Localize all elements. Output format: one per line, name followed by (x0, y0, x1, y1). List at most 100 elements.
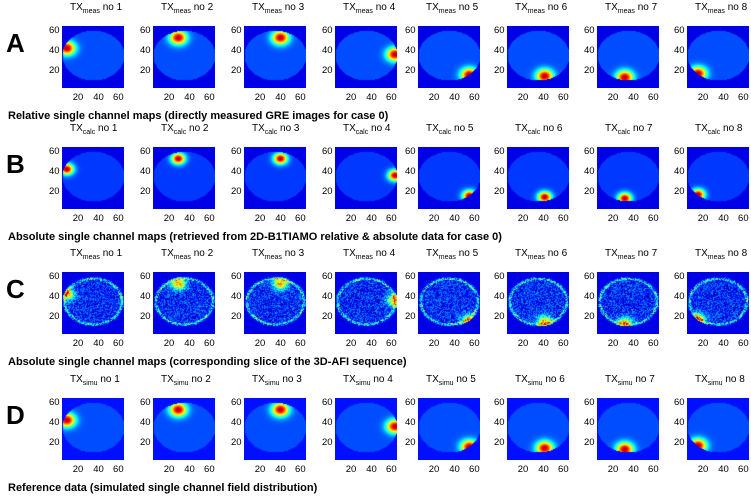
panel-title-subscript: meas (355, 254, 373, 261)
panel-title-subscript: simu (707, 380, 723, 387)
panel-title-number: 1 (116, 248, 123, 259)
panel-title-no: no (545, 374, 557, 385)
x-tick-label: 40 (366, 338, 377, 349)
y-tick-label: 60 (231, 24, 242, 36)
panel-title-no: no (727, 2, 739, 13)
x-tick-label: 60 (469, 338, 480, 349)
x-tick-label: 40 (93, 464, 104, 475)
panel-title-subscript: simu (527, 380, 543, 387)
panel-title-prefix: TX (252, 374, 265, 385)
y-tick-label: 20 (322, 310, 333, 322)
x-tick-label: 60 (738, 338, 749, 349)
x-tick-label: 40 (366, 92, 377, 103)
heat-map-d-2 (153, 398, 215, 460)
y-tick-label: 40 (322, 45, 333, 57)
panel-title-no: no (727, 248, 739, 259)
x-tick-label: 20 (345, 338, 357, 349)
x-tick-label: 20 (607, 464, 619, 475)
y-tick-label: 60 (674, 145, 685, 157)
y-tick-label: 40 (405, 45, 416, 57)
panel-title-subscript: calc (617, 129, 631, 136)
panel-title-number: 3 (298, 248, 305, 259)
x-tick-label: 40 (184, 338, 195, 349)
y-tick-label: 60 (322, 145, 333, 157)
x-tick-label: 20 (254, 338, 266, 349)
panel-title: TXmeas no 2 (161, 248, 213, 261)
heat-map-a-5 (418, 26, 480, 88)
heat-map-d-7 (597, 398, 659, 460)
y-tick-label: 60 (140, 24, 151, 36)
x-tick-label: 40 (449, 464, 460, 475)
panel-title-no: no (725, 374, 737, 385)
panel-title: TXcalc no 7 (605, 123, 652, 136)
heat-map-c-7 (597, 272, 659, 334)
x-tick-label: 20 (428, 213, 440, 224)
y-tick-label: 60 (584, 396, 595, 408)
panel-title-prefix: TX (70, 248, 83, 259)
panel-title: TXcalc no 2 (161, 123, 208, 136)
y-tick-label: 20 (584, 436, 595, 448)
panel-title-number: 8 (739, 374, 745, 385)
heat-map-d-3 (244, 398, 306, 460)
panel-title-number: 4 (387, 374, 393, 385)
panel-title-no: no (98, 123, 110, 134)
panel-title-prefix: TX (252, 248, 265, 259)
heat-map-d-4 (335, 398, 397, 460)
x-tick-label: 60 (113, 464, 124, 475)
y-tick-label: 20 (674, 185, 685, 197)
panel-title-subscript: calc (264, 129, 278, 136)
panel-title-subscript: simu (82, 380, 98, 387)
row-label-b: B (6, 149, 25, 179)
x-tick-label: 40 (718, 338, 729, 349)
row-caption: Relative single channel maps (directly m… (8, 110, 389, 122)
panel-title: TXmeas no 5 (426, 2, 478, 15)
x-tick-label: 20 (517, 464, 529, 475)
heat-map-c-8 (687, 272, 749, 334)
x-tick-label: 60 (648, 464, 659, 475)
x-tick-label: 20 (345, 464, 357, 475)
y-tick-label: 40 (49, 45, 60, 57)
x-tick-label: 60 (386, 464, 397, 475)
y-tick-label: 20 (494, 436, 505, 448)
y-tick-label: 20 (405, 436, 416, 448)
x-tick-label: 60 (738, 92, 749, 103)
panel-title-no: no (637, 248, 649, 259)
y-tick-label: 60 (49, 24, 60, 36)
panel-title-prefix: TX (515, 248, 528, 259)
panel-title-subscript: meas (438, 8, 456, 15)
x-tick-label: 60 (113, 92, 124, 103)
heat-map-d-5 (418, 398, 480, 460)
x-tick-label: 40 (628, 92, 639, 103)
panel-title-no: no (284, 2, 296, 13)
panel-title-subscript: calc (173, 129, 187, 136)
panel-title: TXmeas no 2 (161, 2, 213, 15)
heat-map-b-7 (597, 147, 659, 209)
y-tick-label: 40 (322, 166, 333, 178)
panel-title: TXmeas no 3 (252, 2, 304, 15)
x-tick-label: 60 (295, 464, 306, 475)
y-tick-label: 60 (231, 145, 242, 157)
panel-title-prefix: TX (252, 123, 265, 134)
y-tick-label: 60 (322, 24, 333, 36)
y-tick-label: 40 (674, 291, 685, 303)
x-tick-label: 40 (275, 464, 286, 475)
y-tick-label: 60 (494, 145, 505, 157)
panel-title-prefix: TX (695, 374, 708, 385)
y-tick-label: 20 (231, 310, 242, 322)
panel-title-prefix: TX (515, 123, 528, 134)
x-tick-label: 40 (366, 464, 377, 475)
panel-title-prefix: TX (605, 248, 618, 259)
panel-title-number: 4 (384, 123, 391, 134)
panel-title-subscript: simu (617, 380, 633, 387)
panel-title-no: no (280, 123, 292, 134)
heat-map-b-6 (507, 147, 569, 209)
y-tick-label: 20 (674, 64, 685, 76)
x-tick-label: 40 (93, 92, 104, 103)
y-tick-label: 60 (231, 396, 242, 408)
panel-title-no: no (189, 123, 201, 134)
panel-title-prefix: TX (426, 123, 439, 134)
heat-map-b-4 (335, 147, 397, 209)
heat-map-c-5 (418, 272, 480, 334)
y-tick-label: 40 (140, 291, 151, 303)
panel-title-no: no (458, 248, 470, 259)
